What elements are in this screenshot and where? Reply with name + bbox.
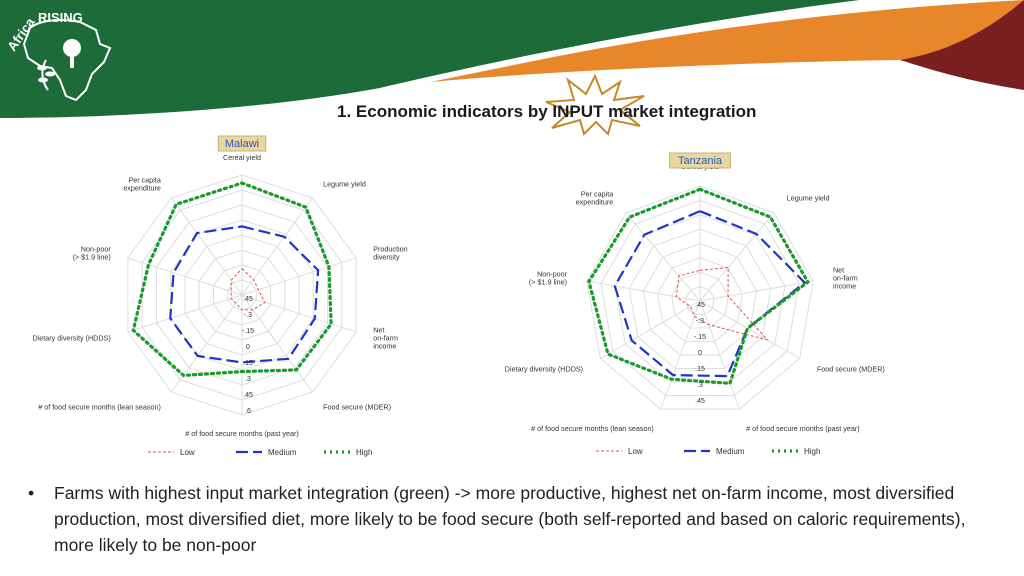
radar-chart-malawi: .45 -.3 -.15 0 .15 .3 .45 .6 Cereal yield Legume … [20, 135, 410, 460]
malawi-axis-label: Dietary diversity (HDDS) [32, 334, 110, 343]
starburst-icon [545, 74, 645, 136]
tanzania-spoke [699, 300, 800, 359]
malawi-series-low [230, 268, 266, 311]
malawi-spoke [241, 197, 313, 296]
malawi-tick-label: -.15 [242, 328, 254, 335]
malawi-tick-label: .45 [243, 296, 253, 303]
malawi-legend-label: High [356, 448, 372, 457]
malawi-axis-label: Non-poor [81, 244, 112, 253]
tanzania-axis-label: (> $1.9 line) [529, 278, 567, 287]
malawi-series-high [131, 181, 333, 378]
tanzania-tick-label: -.15 [694, 334, 706, 341]
tanzania-axis-label: income [833, 282, 856, 291]
tanzania-grid-ring [628, 228, 772, 370]
tanzania-series-high [587, 187, 810, 386]
tanzania-grid-ring [642, 242, 758, 356]
tanzania-legend-label: Medium [716, 447, 745, 456]
bullet-dot: • [28, 483, 35, 503]
tanzania-axis-label: Food secure (MDER) [817, 365, 885, 374]
tanzania-series-low [675, 266, 769, 341]
malawi-axis-label: on-farm [373, 334, 398, 343]
tanzania-axis-label: on-farm [833, 274, 858, 283]
svg-text:Africa: Africa [4, 14, 38, 53]
tanzania-tick-label: -.3 [696, 318, 704, 325]
green-band [0, 0, 1024, 118]
maroon-band [900, 0, 1024, 90]
malawi-spoke [127, 294, 243, 333]
tanzania-legend-label: Low [628, 447, 643, 456]
tanzania-spoke [699, 300, 740, 410]
slide-title: 1. Economic indicators by INPUT market i… [337, 102, 757, 121]
tanzania-spoke [699, 212, 775, 302]
tanzania-tick-label: .15 [695, 366, 705, 373]
malawi-legend-label: Medium [268, 448, 297, 457]
malawi-axis-label: expenditure [123, 183, 161, 192]
tanzania-axis-label: Legume yield [787, 194, 830, 203]
malawi-spoke [241, 257, 357, 296]
tanzania-tick-label: 0 [698, 350, 702, 357]
tanzania-axis-label: Dietary diversity (HDDS) [505, 365, 583, 374]
white-divider [380, 0, 880, 88]
header-banner [0, 0, 1024, 118]
svg-text:RISING: RISING [38, 10, 83, 25]
malawi-axis-label: (> $1.9 line) [73, 252, 111, 261]
tanzania-grid-ring [586, 185, 814, 410]
malawi-axis-label: # of food secure months (past year) [185, 429, 298, 438]
malawi-spoke [241, 294, 357, 333]
malawi-tick-label: .15 [243, 360, 253, 367]
malawi-tick-label: -.3 [244, 312, 252, 319]
tanzania-grid-ring [657, 257, 743, 343]
malawi-spoke [241, 294, 313, 393]
orange-band [430, 0, 1024, 82]
malawi-tick-label: .3 [245, 376, 251, 383]
malawi-tick-label: .6 [245, 408, 251, 415]
malawi-axis-label: Food secure (MDER) [323, 403, 391, 412]
malawi-axis-label: diversity [373, 252, 400, 261]
malawi-axis-label: Net [373, 326, 384, 335]
malawi-spoke [171, 294, 243, 393]
tanzania-grid-ring [685, 286, 715, 316]
malawi-legend-label: Low [180, 448, 195, 457]
tanzania-title-badge [669, 152, 731, 169]
tanzania-axis-label: Non-poor [537, 270, 568, 279]
malawi-tick-label: .45 [243, 392, 253, 399]
tanzania-grid-ring [671, 271, 729, 329]
tanzania-axis-label: # of food secure months (past year) [746, 424, 859, 433]
malawi-axis-label: Per capita [129, 175, 161, 184]
tanzania-series-medium [613, 210, 807, 378]
malawi-tick-label: 0 [246, 344, 250, 351]
malawi-series-medium [169, 225, 320, 364]
malawi-title: Malawi [225, 138, 259, 150]
tanzania-axis-label: # of food secure months (lean season) [531, 424, 654, 433]
tanzania-axis-label: Net [833, 266, 844, 275]
tanzania-tick-label: .45 [695, 302, 705, 309]
tanzania-spoke [600, 300, 701, 359]
malawi-spoke [171, 197, 243, 296]
tanzania-spoke [699, 280, 814, 302]
africa-rising-logo: Africa RISING [4, 10, 112, 102]
malawi-spoke [127, 257, 243, 296]
tanzania-axis-label: expenditure [576, 198, 614, 207]
tanzania-axis-label: Per capita [581, 190, 613, 199]
malawi-axis-label: Production [373, 244, 407, 253]
tanzania-tick-label: .3 [697, 382, 703, 389]
tanzania-legend-label: High [804, 447, 820, 456]
tanzania-spoke [586, 280, 701, 302]
tanzania-tick-label: .45 [695, 398, 705, 405]
malawi-axis-label: # of food secure months (lean season) [38, 403, 161, 412]
malawi-axis-label: Legume yield [323, 179, 366, 188]
malawi-axis-label: income [373, 342, 396, 351]
malawi-axis-label: Cereal yield [223, 153, 261, 162]
radar-svg-malawi: .45 -.3 -.15 0 .15 .3 .45 .6 Cereal yield Legume … [32, 135, 408, 457]
tanzania-spoke [625, 212, 701, 302]
bullet-point: • Farms with highest input market integr… [28, 480, 1003, 558]
malawi-title-badge [217, 135, 267, 152]
tanzania-spoke [660, 300, 701, 410]
tanzania-grid-ring [600, 199, 800, 397]
tanzania-title: Tanzania [678, 155, 723, 167]
bullet-text: Farms with highest input market integrat… [54, 483, 966, 555]
